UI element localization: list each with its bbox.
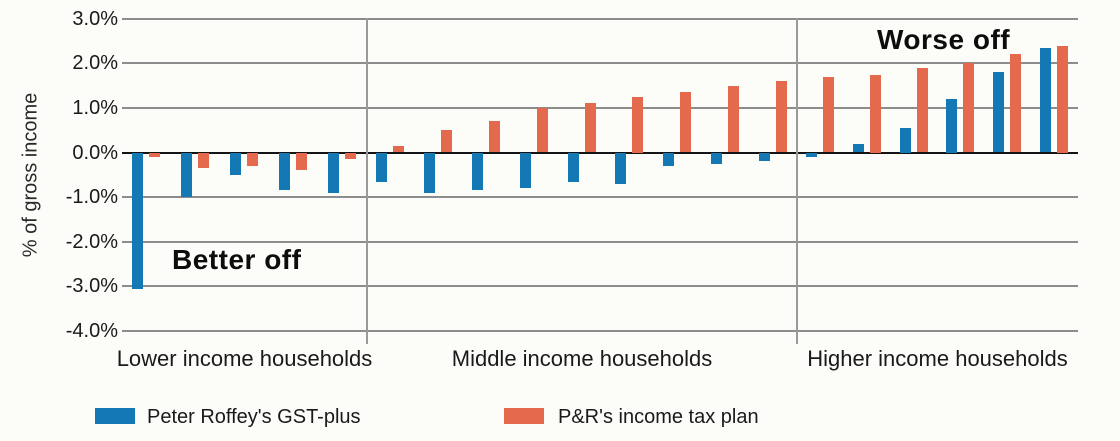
gst-plus-bar (899, 128, 911, 153)
gst-plus-bar (519, 152, 531, 189)
gst-plus-bar (663, 152, 675, 166)
y-axis-tick-label: -2.0% (65, 230, 118, 253)
income-tax-bar (869, 74, 881, 153)
gst-plus-bar (279, 152, 290, 191)
gridline (122, 62, 1078, 65)
gst-plus-bar (132, 152, 143, 289)
income-tax-bar (345, 152, 356, 160)
gst-plus-bar (471, 152, 483, 191)
x-axis-category-label: Higher income households (807, 346, 1068, 371)
income-tax-bar (632, 96, 644, 153)
gst-plus-bar (710, 152, 722, 164)
legend-swatch-income-tax-icon (504, 408, 544, 424)
y-axis-tick-label: 3.0% (72, 7, 118, 30)
y-axis-tick-label: 0.0% (72, 141, 118, 164)
section-divider (796, 18, 798, 344)
gridline (122, 285, 1078, 288)
y-axis-tick-label: -4.0% (65, 319, 118, 342)
income-tax-bar (1057, 45, 1069, 153)
gridline (122, 240, 1078, 243)
y-axis-tick-label: 2.0% (72, 52, 118, 75)
better-off-annotation: Better off (172, 244, 302, 275)
gst-plus-bar (181, 152, 192, 198)
gst-plus-bar (993, 72, 1005, 153)
gst-plus-bar (805, 152, 817, 157)
legend-label-gst-plus: Peter Roffey's GST-plus (147, 406, 361, 428)
gridline (122, 329, 1078, 332)
y-axis-tick-label: -3.0% (65, 275, 118, 298)
income-tax-bar (536, 107, 548, 153)
income-tax-bar (727, 85, 739, 153)
income-tax-bar (296, 152, 307, 171)
x-axis-category-label: Lower income households (116, 346, 373, 371)
gst-plus-bar (758, 152, 770, 162)
legend-label-income-tax: P&R's income tax plan (558, 406, 759, 428)
income-tax-bar (247, 152, 258, 166)
zero-line (122, 151, 1078, 154)
income-tax-bar (775, 81, 787, 153)
income-tax-bar (393, 145, 405, 153)
gst-plus-bar (615, 152, 627, 184)
x-axis-category-label: Middle income households (451, 346, 713, 371)
income-tax-bar (822, 76, 834, 153)
gst-plus-bar (946, 99, 958, 153)
gridline (122, 17, 1078, 20)
gst-plus-bar (1040, 47, 1052, 153)
gridline (122, 106, 1078, 109)
income-tax-bar (680, 92, 692, 153)
income-tax-bar (198, 152, 209, 169)
income-tax-bar (963, 63, 975, 153)
income-tax-bar (441, 130, 453, 153)
income-tax-bar (149, 152, 160, 157)
worse-off-annotation: Worse off (877, 24, 1011, 55)
gst-plus-bar (567, 152, 579, 182)
income-tax-bar (488, 121, 500, 153)
gst-plus-bar (852, 143, 864, 153)
gst-plus-bar (424, 152, 436, 193)
income-tax-bar (916, 67, 928, 153)
income-tax-bar (584, 103, 596, 153)
section-divider (366, 18, 368, 344)
gst-plus-bar (328, 152, 339, 193)
y-axis-tick-label: 1.0% (72, 96, 118, 119)
income-tax-bar (1010, 54, 1022, 153)
gridline (122, 196, 1078, 199)
y-axis-tick-label: -1.0% (65, 186, 118, 209)
gst-plus-bar (230, 152, 241, 175)
gst-plus-bar (376, 152, 388, 182)
legend-swatch-gst-plus-icon (95, 408, 135, 424)
